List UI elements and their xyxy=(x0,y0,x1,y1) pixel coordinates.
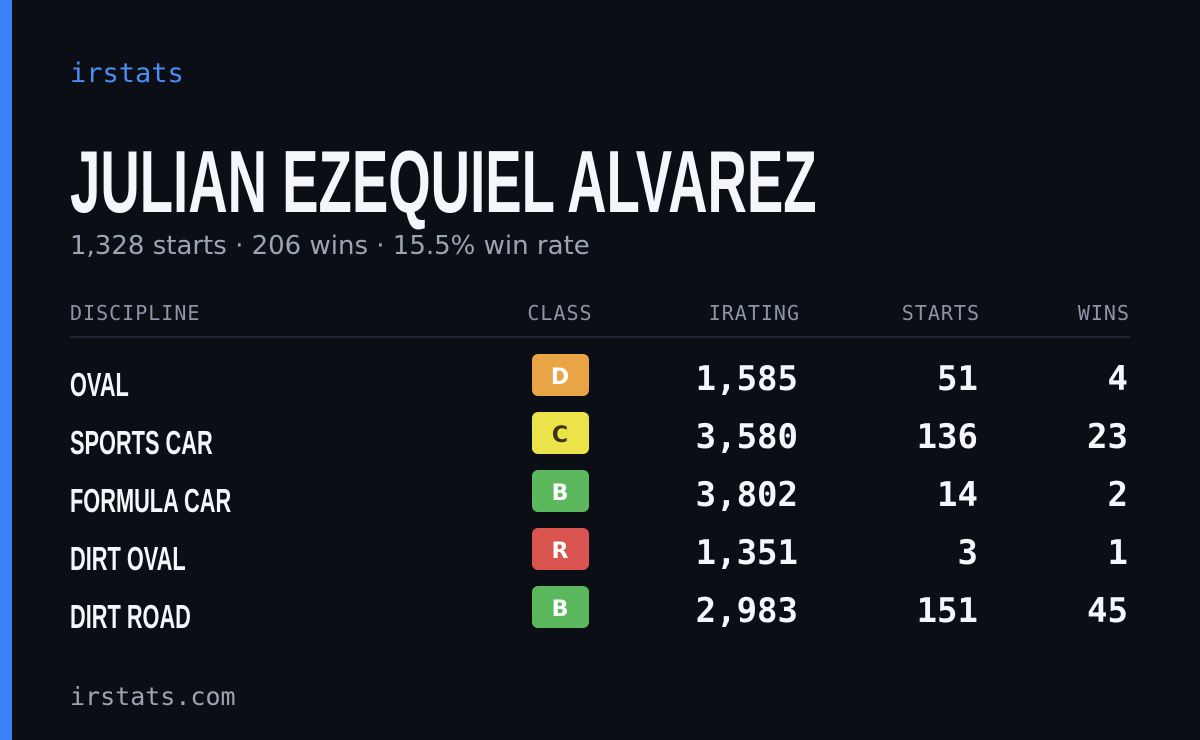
irating: 1,585 xyxy=(696,359,798,399)
class-badge xyxy=(532,528,589,570)
column-header: STARTS xyxy=(902,301,980,325)
starts: 136 xyxy=(917,417,978,457)
column-header: WINS xyxy=(1078,301,1130,325)
class-badge xyxy=(532,470,589,512)
class-letter: D xyxy=(551,365,569,390)
discipline: DIRT ROAD xyxy=(70,598,191,635)
footer: irstats.com xyxy=(70,682,236,711)
starts: 151 xyxy=(917,591,978,631)
discipline-cell: SPORTS CAR xyxy=(70,424,213,461)
class-badge xyxy=(532,354,589,396)
class-letter: B xyxy=(552,597,569,622)
wins: 1 xyxy=(1108,533,1128,573)
irating: 2,983 xyxy=(696,591,798,631)
irating: 3,580 xyxy=(696,417,798,457)
discipline-cell: FORMULA CAR xyxy=(70,482,231,519)
column-header: CLASS xyxy=(527,301,592,325)
column-header: IRATING xyxy=(709,301,800,325)
class-letter: R xyxy=(552,539,569,564)
discipline: FORMULA CAR xyxy=(70,482,231,519)
discipline-cell: DIRT ROAD xyxy=(70,598,191,635)
wins: 45 xyxy=(1087,591,1128,631)
class-letter: C xyxy=(552,423,568,448)
brand: irstats xyxy=(70,58,184,89)
discipline: OVAL xyxy=(70,366,129,403)
class-badge xyxy=(532,586,589,628)
starts: 3 xyxy=(958,533,978,573)
discipline-cell: DIRT OVAL xyxy=(70,540,186,577)
discipline: DIRT OVAL xyxy=(70,540,186,577)
class-badge xyxy=(532,412,589,454)
wins: 2 xyxy=(1108,475,1128,515)
starts: 51 xyxy=(937,359,978,399)
wins: 23 xyxy=(1087,417,1128,457)
class-letter: B xyxy=(552,481,569,506)
irating: 3,802 xyxy=(696,475,798,515)
discipline-cell: OVAL xyxy=(70,366,129,403)
column-header: DISCIPLINE xyxy=(70,301,200,325)
discipline: SPORTS CAR xyxy=(70,424,213,461)
driver-summary: 1,328 starts · 206 wins · 15.5% win rate xyxy=(70,231,590,261)
driver-name: JULIAN EZEQUIEL ALVAREZ xyxy=(70,133,817,232)
irating: 1,351 xyxy=(696,533,798,573)
accent-bar xyxy=(0,0,12,740)
starts: 14 xyxy=(937,475,978,515)
wins: 4 xyxy=(1108,359,1128,399)
